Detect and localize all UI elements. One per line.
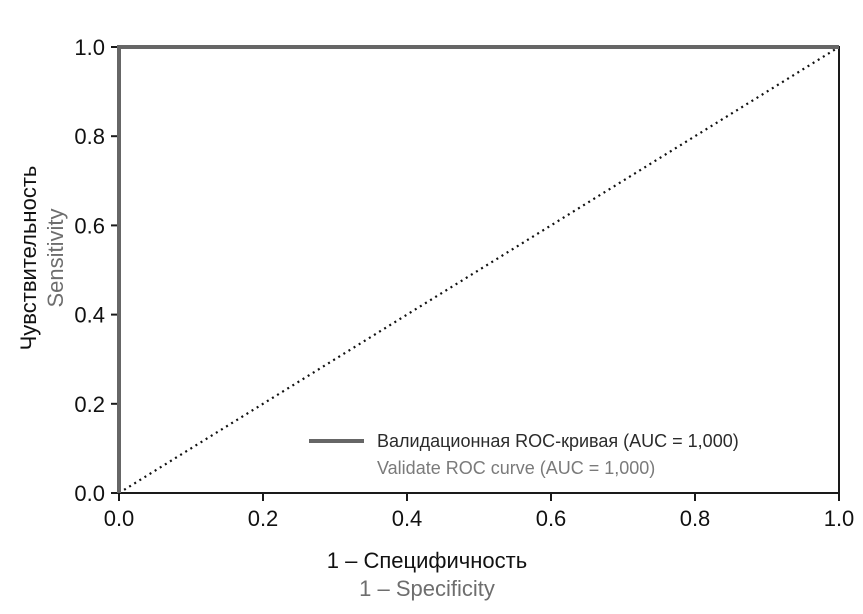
legend-label-validate-roc-en: Validate ROC curve (AUC = 1,000) (377, 458, 655, 478)
x-tick-label: 0.2 (248, 506, 279, 531)
x-axis-title-en: 1 – Specificity (359, 576, 495, 601)
x-tick-label: 0.6 (536, 506, 567, 531)
y-axis-ticks: 0.0 0.2 0.4 0.6 0.8 1.0 (74, 35, 119, 506)
series-layer (117, 45, 840, 494)
y-tick-label: 0.8 (74, 124, 105, 149)
x-axis-title: 1 – Специфичность (327, 548, 527, 573)
x-tick-label: 0.8 (680, 506, 711, 531)
reference-diagonal-line (118, 46, 840, 494)
x-tick-label: 0.0 (104, 506, 135, 531)
validate-roc-curve (117, 45, 839, 493)
y-axis-title-en: Sensitivity (43, 208, 68, 307)
y-tick-label: 0.4 (74, 303, 105, 328)
x-tick-label: 1.0 (824, 506, 855, 531)
x-axis-ticks: 0.0 0.2 0.4 0.6 0.8 1.0 (104, 493, 855, 531)
y-tick-label: 0.0 (74, 481, 105, 506)
legend: Валидационная ROC-кривая (AUC = 1,000) V… (309, 431, 739, 478)
y-axis-title: Чувствительность (16, 166, 41, 351)
y-tick-label: 0.6 (74, 213, 105, 238)
x-tick-label: 0.4 (392, 506, 423, 531)
y-tick-label: 1.0 (74, 35, 105, 60)
legend-label-validate-roc: Валидационная ROC-кривая (AUC = 1,000) (377, 431, 739, 451)
y-tick-label: 0.2 (74, 392, 105, 417)
